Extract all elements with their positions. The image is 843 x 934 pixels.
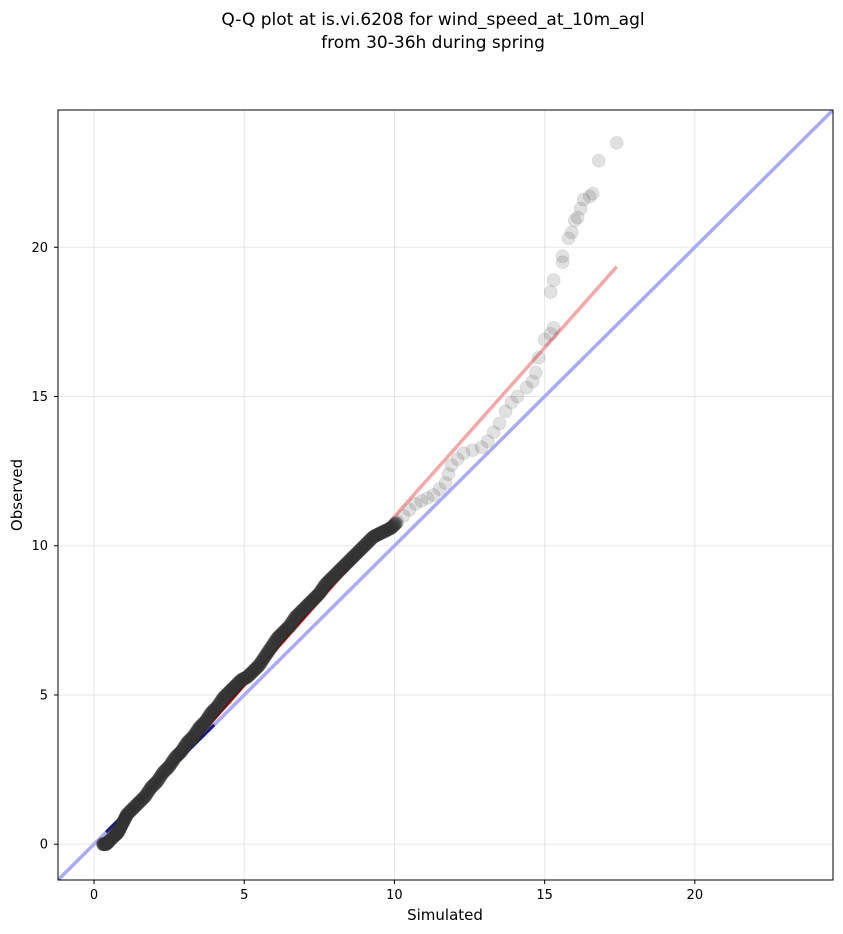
grid (58, 110, 833, 880)
data-point (609, 135, 624, 150)
data-point (492, 416, 507, 431)
data-point (591, 153, 606, 168)
chart-title-line-1: Q-Q plot at is.vi.6208 for wind_speed_at… (221, 10, 644, 30)
x-tick-label: 10 (386, 888, 403, 903)
data-point (441, 467, 456, 482)
data-point (555, 249, 570, 264)
data-point (531, 350, 546, 365)
data-point (564, 225, 579, 240)
y-tick-label: 15 (31, 390, 48, 405)
data-point (498, 404, 513, 419)
x-tick-label: 20 (687, 888, 704, 903)
plot-frame (57, 109, 834, 881)
data-point (465, 443, 480, 458)
data-point (585, 186, 600, 201)
data-point (576, 192, 591, 207)
data-point (543, 326, 558, 341)
data-point (396, 508, 411, 523)
data-point (582, 189, 597, 204)
data-point (390, 514, 405, 529)
data-point (408, 496, 423, 511)
data-point (546, 320, 561, 335)
x-tick-label: 5 (240, 888, 248, 903)
data-point (426, 488, 441, 502)
data-point (474, 440, 489, 455)
data-point (432, 482, 447, 497)
x-tick-label: 0 (90, 888, 98, 903)
data-point (570, 210, 585, 225)
data-point (555, 255, 570, 270)
data-point (543, 285, 558, 300)
data-point (510, 389, 525, 404)
data-point (388, 516, 403, 531)
data-point (519, 380, 534, 395)
y-axis-label: Observed (8, 459, 26, 531)
axes: 0 5 10 15 20 0 5 10 15 20 (31, 241, 703, 903)
data-point (546, 273, 561, 288)
y-tick-label: 0 (40, 838, 48, 853)
data-layer (58, 110, 833, 880)
data-point (480, 434, 495, 449)
data-point (537, 332, 552, 347)
data-point (486, 425, 501, 440)
data-point (567, 213, 582, 228)
x-axis-label: Simulated (407, 906, 483, 924)
y-tick-label: 10 (31, 539, 48, 554)
x-tick-label: 15 (536, 888, 553, 903)
data-point (456, 446, 471, 461)
data-point (414, 493, 429, 508)
data-point (402, 502, 417, 517)
y-tick-label: 20 (31, 241, 48, 256)
data-point (420, 490, 435, 505)
data-point (528, 365, 543, 380)
data-point (573, 201, 588, 216)
data-point (450, 452, 465, 467)
data-point (525, 374, 540, 389)
data-point (444, 458, 459, 473)
data-point (438, 476, 453, 491)
y-tick-label: 5 (40, 688, 48, 703)
data-point (504, 395, 519, 410)
data-point (561, 231, 576, 246)
chart-title-line-2: from 30-36h during spring (321, 33, 545, 53)
